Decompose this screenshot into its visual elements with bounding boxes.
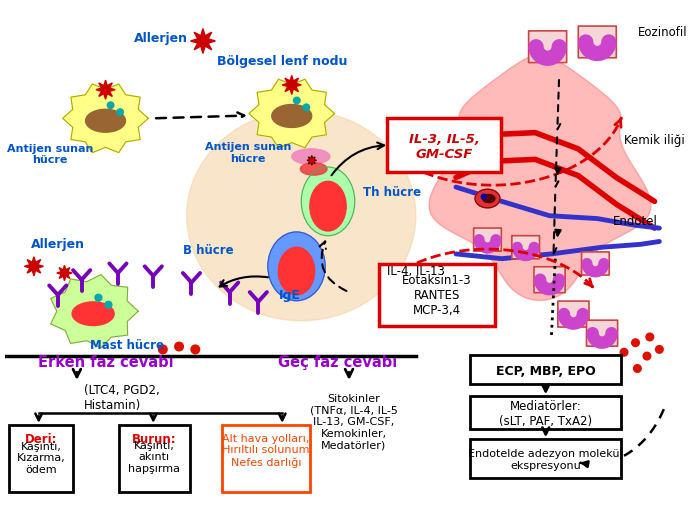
Text: Alt hava yolları,
Hırıltılı solunum
Nefes darlığı: Alt hava yolları, Hırıltılı solunum Nefe… <box>223 433 310 467</box>
Text: Eozinofil: Eozinofil <box>637 26 687 39</box>
Text: Allerjen: Allerjen <box>134 32 188 44</box>
Ellipse shape <box>86 110 126 133</box>
Text: Th hücre: Th hücre <box>363 186 422 199</box>
Circle shape <box>117 110 124 116</box>
Ellipse shape <box>72 302 114 326</box>
Circle shape <box>634 365 641 373</box>
Polygon shape <box>429 56 651 301</box>
FancyBboxPatch shape <box>222 425 310 492</box>
Circle shape <box>191 345 200 354</box>
Text: Antijen sunan
hücre: Antijen sunan hücre <box>205 142 291 163</box>
FancyBboxPatch shape <box>473 229 502 251</box>
Text: Geç faz cevabı: Geç faz cevabı <box>278 355 397 370</box>
Polygon shape <box>282 76 301 95</box>
Text: Kaşıntı,
akıntı
hapşırma: Kaşıntı, akıntı hapşırma <box>129 440 180 473</box>
FancyBboxPatch shape <box>119 425 189 492</box>
Text: Kaşıntı,
Kızarma,
ödem: Kaşıntı, Kızarma, ödem <box>17 441 66 474</box>
Ellipse shape <box>187 112 416 321</box>
Text: Burun:: Burun: <box>132 432 176 445</box>
FancyBboxPatch shape <box>9 425 73 492</box>
Circle shape <box>621 349 628 357</box>
Text: Kemik iliği: Kemik iliği <box>624 133 685 146</box>
FancyBboxPatch shape <box>587 321 618 346</box>
Ellipse shape <box>301 168 354 236</box>
Circle shape <box>102 86 110 95</box>
Text: IgE: IgE <box>279 289 301 302</box>
Text: Mast hücre: Mast hücre <box>91 338 164 351</box>
FancyBboxPatch shape <box>379 265 495 326</box>
Ellipse shape <box>482 195 495 203</box>
Text: B hücre: B hücre <box>183 243 234 256</box>
Circle shape <box>294 98 300 105</box>
Ellipse shape <box>310 182 346 231</box>
Circle shape <box>481 195 486 200</box>
Circle shape <box>175 342 183 351</box>
Text: ECP, MBP, EPO: ECP, MBP, EPO <box>496 364 596 377</box>
Ellipse shape <box>292 149 330 165</box>
FancyBboxPatch shape <box>534 267 565 293</box>
Circle shape <box>105 301 112 309</box>
Circle shape <box>303 105 310 111</box>
Text: Eotaksin1-3
RANTES
MCP-3,4: Eotaksin1-3 RANTES MCP-3,4 <box>402 274 472 317</box>
Polygon shape <box>57 266 72 281</box>
Ellipse shape <box>477 148 488 157</box>
Text: Deri:: Deri: <box>26 432 58 445</box>
Text: Sitokinler
(TNFα, IL-4, IL-5
IL-13, GM-CSF,
Kemokinler,
Medatörler): Sitokinler (TNFα, IL-4, IL-5 IL-13, GM-C… <box>310 393 398 449</box>
Text: Bölgesel lenf nodu: Bölgesel lenf nodu <box>217 55 348 68</box>
Polygon shape <box>307 156 316 166</box>
Circle shape <box>198 36 209 47</box>
FancyBboxPatch shape <box>529 32 567 64</box>
FancyBboxPatch shape <box>470 396 621 429</box>
Text: IL-3, IL-5,
GM-CSF: IL-3, IL-5, GM-CSF <box>409 133 480 161</box>
Circle shape <box>643 352 651 360</box>
Text: Mediatörler:
(sLT, PAF, TxA2): Mediatörler: (sLT, PAF, TxA2) <box>499 399 592 428</box>
Circle shape <box>61 270 68 277</box>
FancyBboxPatch shape <box>387 119 501 172</box>
Ellipse shape <box>301 164 327 176</box>
Ellipse shape <box>278 248 314 295</box>
FancyBboxPatch shape <box>558 301 589 327</box>
Ellipse shape <box>475 190 500 209</box>
Ellipse shape <box>272 106 312 128</box>
FancyBboxPatch shape <box>512 236 540 259</box>
Text: IL-4, IL-13: IL-4, IL-13 <box>387 264 445 277</box>
Circle shape <box>95 295 102 301</box>
Polygon shape <box>63 85 149 154</box>
Ellipse shape <box>268 232 325 301</box>
FancyBboxPatch shape <box>578 27 616 59</box>
Text: Antijen sunan
hücre: Antijen sunan hücre <box>7 143 93 165</box>
Text: Endotel: Endotel <box>612 215 657 228</box>
Text: Endotelde adezyon molekül
ekspresyonu: Endotelde adezyon molekül ekspresyonu <box>468 448 623 470</box>
Polygon shape <box>24 257 44 276</box>
Polygon shape <box>191 29 216 54</box>
Circle shape <box>310 159 314 163</box>
FancyBboxPatch shape <box>470 355 621 384</box>
Circle shape <box>30 263 38 271</box>
FancyBboxPatch shape <box>470 439 621 478</box>
FancyBboxPatch shape <box>582 252 609 275</box>
Circle shape <box>158 345 167 354</box>
Text: Allerjen: Allerjen <box>31 238 85 250</box>
Text: (LTC4, PGD2,
Histamin): (LTC4, PGD2, Histamin) <box>84 383 160 412</box>
Circle shape <box>646 333 654 341</box>
Circle shape <box>287 81 296 90</box>
Text: Erken faz cevabı: Erken faz cevabı <box>38 355 173 370</box>
Circle shape <box>632 339 639 347</box>
Polygon shape <box>96 81 115 100</box>
Polygon shape <box>249 80 334 148</box>
Ellipse shape <box>471 144 494 161</box>
Circle shape <box>656 346 663 353</box>
Polygon shape <box>50 275 138 348</box>
Circle shape <box>107 103 114 109</box>
